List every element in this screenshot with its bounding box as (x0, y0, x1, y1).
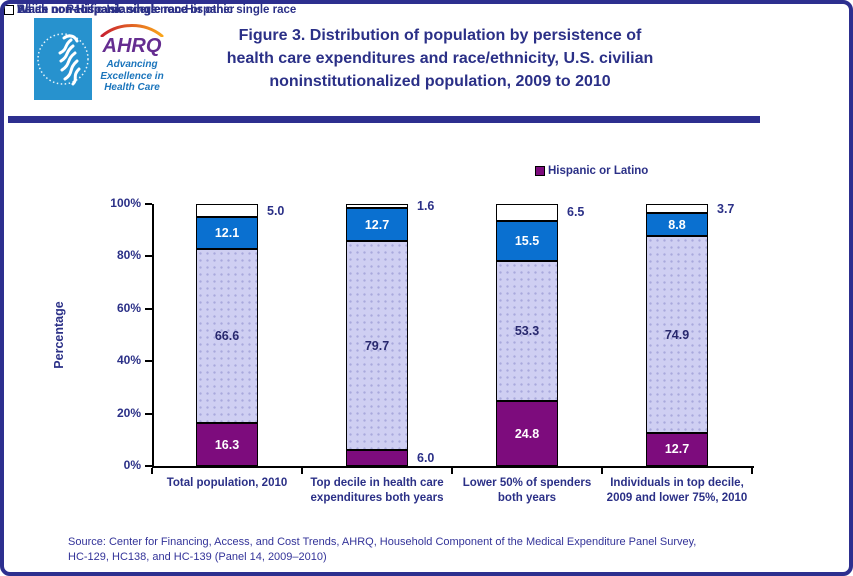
y-tick-label: 100% (110, 196, 141, 210)
bar-segment-white-non-hispanic (646, 236, 708, 433)
bar-segment-hispanic-or-latino (346, 450, 408, 466)
bar-segment-asian-pacific-islanders (496, 203, 558, 221)
segment-value-black-non-hispanic: 8.8 (668, 217, 686, 232)
legend-item-asian-pacific: Asian or Pacific Islanders non-Hispanic … (4, 4, 296, 16)
figure-title: Figure 3. Distribution of population by … (226, 27, 654, 91)
hhs-seal-icon (34, 18, 92, 100)
bar-segment-asian-pacific-islanders (196, 204, 258, 218)
bar-segment-hispanic-or-latino (196, 423, 258, 466)
y-tick-label: 60% (116, 300, 141, 315)
x-tick (601, 468, 603, 474)
segment-value-hispanic-or-latino: 16.3 (214, 437, 240, 452)
bar-segment-hispanic-or-latino (646, 432, 708, 466)
bar-segment-black-non-hispanic (346, 208, 408, 242)
segment-value-asian-pacific-islanders: 3.7 (717, 201, 735, 216)
x-tick (301, 468, 303, 474)
segment-value-black-non-hispanic: 15.5 (514, 234, 540, 249)
x-category-label: Total population, 2010 (166, 477, 288, 489)
legend-label: White non-Hispanic single race or other (17, 4, 235, 16)
segment-value-white-non-hispanic: 74.9 (664, 327, 690, 342)
segment-value-black-non-hispanic: 12.7 (364, 217, 390, 232)
x-tick (151, 468, 153, 474)
x-category-label: Top decile in health care expenditures b… (310, 477, 444, 504)
y-tick (145, 465, 152, 467)
bar-segment-hispanic-or-latino (496, 401, 558, 466)
ahrq-arc-icon (100, 24, 164, 38)
segment-value-hispanic-or-latino: 6.0 (417, 451, 435, 466)
x-tick (451, 468, 453, 474)
y-tick-label: 80% (116, 248, 141, 263)
ahrq-tagline: Advancing Excellence in Health Care (100, 59, 164, 94)
y-axis-title: Percentage (52, 301, 66, 369)
ahrq-acronym: AHRQ (102, 35, 162, 58)
x-tick (751, 468, 753, 474)
bar-segment-black-non-hispanic (646, 213, 708, 237)
segment-value-asian-pacific-islanders: 1.6 (417, 199, 435, 214)
y-tick-label: 40% (116, 353, 141, 368)
legend-label: Hispanic or Latino (548, 165, 649, 177)
x-category-label: Lower 50% of spenders both years (462, 477, 592, 504)
segment-value-black-non-hispanic: 12.1 (214, 225, 240, 240)
bar-segment-asian-pacific-islanders (346, 204, 408, 209)
bar-segment-white-non-hispanic (496, 261, 558, 402)
segment-value-asian-pacific-islanders: 5.0 (267, 203, 285, 218)
y-tick (145, 360, 152, 363)
segment-value-hispanic-or-latino: 12.7 (664, 442, 690, 457)
legend-item-hispanic: Hispanic or Latino (535, 165, 648, 177)
bar-segment-white-non-hispanic (346, 241, 408, 451)
y-tick (145, 203, 152, 205)
y-tick (145, 255, 152, 258)
bar-segment-black-non-hispanic (196, 217, 258, 249)
segment-value-hispanic-or-latino: 24.8 (514, 426, 540, 441)
segment-value-white-non-hispanic: 66.6 (214, 329, 240, 344)
legend-label: Black non-Hispanic single race (17, 4, 188, 16)
legend-label: Asian or Pacific Islanders non-Hispanic … (17, 4, 297, 16)
segment-value-asian-pacific-islanders: 6.5 (567, 205, 585, 220)
source-note: Source: Center for Financing, Access, an… (68, 536, 697, 563)
x-category-label: Individuals in top decile, 2009 and lowe… (606, 477, 748, 504)
hhs-eagle-icon (37, 33, 89, 86)
y-tick (145, 307, 152, 310)
y-tick-label: 20% (116, 405, 141, 420)
y-tick (145, 412, 152, 415)
plot-area (152, 204, 754, 468)
header-divider (8, 116, 760, 123)
stacked-bar-chart: Percentage 0% 20% 40% 60% 80% 100% 16.3 66.6 12.1… (4, 4, 849, 572)
bar-segment-white-non-hispanic (196, 248, 258, 424)
hhs-ahrq-logo: AHRQ Advancing Excellence in Health Care (34, 18, 172, 100)
legend-swatch-hispanic-icon (535, 166, 545, 176)
bar-segment-asian-pacific-islanders (646, 203, 708, 214)
y-tick-label: 0% (123, 458, 141, 472)
legend-swatch-asian-pacific-icon (4, 5, 14, 15)
ahrq-logo: AHRQ Advancing Excellence in Health Care (92, 18, 172, 100)
segment-value-white-non-hispanic: 53.3 (514, 324, 540, 339)
segment-value-white-non-hispanic: 79.7 (364, 338, 390, 353)
bar-segment-black-non-hispanic (496, 220, 558, 262)
